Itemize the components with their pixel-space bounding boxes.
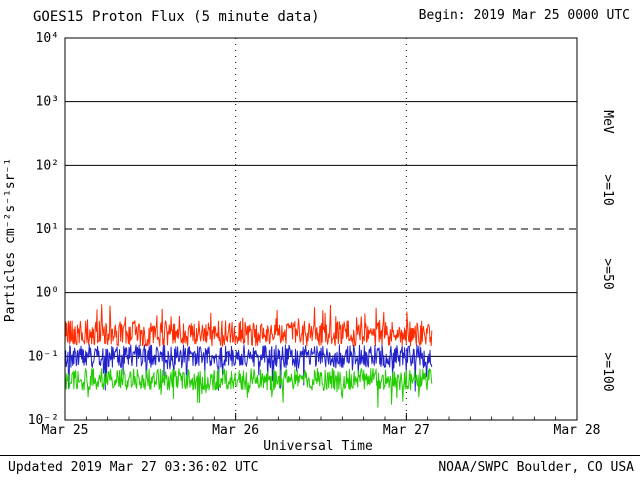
source-credit: NOAA/SWPC Boulder, CO USA	[438, 460, 634, 475]
series-label-ge100: >=100	[600, 352, 615, 391]
y-tick-label: 10⁴	[36, 31, 59, 46]
x-axis-label: Universal Time	[263, 439, 373, 454]
y-tick-label: 10⁻¹	[28, 349, 59, 364]
series-line->=100	[64, 367, 433, 408]
updated-timestamp: Updated 2019 Mar 27 03:36:02 UTC	[8, 460, 258, 475]
x-tick-label: Mar 28	[554, 423, 601, 438]
y-tick-label: 10³	[36, 95, 59, 110]
x-tick-label: Mar 27	[383, 423, 430, 438]
series-line->=50	[64, 344, 433, 392]
x-tick-label: Mar 25	[42, 423, 89, 438]
series-label-ge10: >=10	[600, 174, 615, 205]
y-tick-label: 10²	[36, 158, 59, 173]
begin-timestamp: Begin: 2019 Mar 25 0000 UTC	[419, 8, 630, 23]
grid-layer	[65, 38, 577, 420]
series-line->=10	[64, 304, 433, 347]
series-label-ge50: >=50	[600, 258, 615, 289]
series-layer	[64, 304, 433, 408]
y-axis-label: Particles cm⁻²s⁻¹sr⁻¹	[3, 158, 18, 322]
plot-frame	[64, 37, 578, 421]
y-tick-label: 10⁰	[36, 286, 59, 301]
x-tick-label: Mar 26	[212, 423, 259, 438]
y-tick-label: 10¹	[36, 222, 59, 237]
chart-title: GOES15 Proton Flux (5 minute data)	[33, 9, 320, 25]
y-tick-label: 10⁻²	[28, 413, 59, 428]
unit-label-mev: MeV	[600, 110, 615, 134]
